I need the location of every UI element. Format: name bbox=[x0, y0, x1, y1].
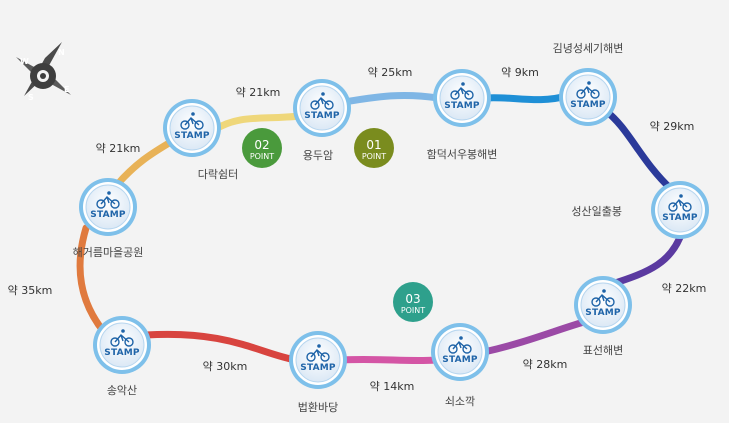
segment-distance-2: 약 22km bbox=[662, 281, 707, 295]
point-word: POINT bbox=[362, 152, 386, 161]
bicycle-icon bbox=[180, 112, 204, 130]
stamp-label: STAMP bbox=[174, 131, 210, 141]
segment-distance-5: 약 30km bbox=[203, 359, 248, 373]
stamp-label: STAMP bbox=[444, 101, 480, 111]
compass-icon: N E S W bbox=[16, 42, 71, 102]
point-word: POINT bbox=[401, 306, 425, 315]
station-name-8: 다락쉼터 bbox=[198, 168, 238, 181]
route-segment-10 bbox=[482, 92, 570, 104]
station-name-3: 표선해변 bbox=[583, 343, 623, 357]
route-segment-3 bbox=[480, 318, 588, 356]
point-bubble bbox=[354, 128, 394, 168]
bicycle-icon bbox=[96, 191, 120, 209]
stamp-face bbox=[295, 337, 341, 383]
stamp-label: STAMP bbox=[662, 213, 698, 223]
point-bubble bbox=[242, 128, 282, 168]
stamp-face bbox=[169, 105, 215, 151]
stamp-label: STAMP bbox=[90, 210, 126, 220]
route-segment-2 bbox=[608, 228, 686, 288]
station-stamp-9[interactable]: STAMP bbox=[293, 79, 351, 137]
bicycle-icon bbox=[310, 92, 334, 110]
bicycle-icon bbox=[306, 344, 330, 362]
segment-distance-10: 약 9km bbox=[501, 65, 539, 79]
compass-south-label: S bbox=[28, 93, 34, 102]
station-stamp-1[interactable]: STAMP bbox=[559, 68, 617, 126]
stamp-label: STAMP bbox=[304, 111, 340, 121]
bicycle-icon bbox=[450, 82, 474, 100]
point-number: 03 bbox=[405, 292, 420, 306]
point-number: 01 bbox=[366, 138, 381, 152]
bicycle-icon bbox=[668, 194, 692, 212]
compass-west-label: W bbox=[20, 57, 29, 66]
stamp-face bbox=[657, 187, 703, 233]
route-segment-5 bbox=[142, 330, 300, 364]
stamp-face bbox=[580, 282, 626, 328]
route-segment-4 bbox=[338, 355, 440, 365]
station-name-2: 성산일출봉 bbox=[571, 204, 622, 218]
route-segment-9 bbox=[340, 91, 442, 106]
stamp-face bbox=[99, 322, 145, 368]
stamp-label: STAMP bbox=[104, 348, 140, 358]
segment-distance-3: 약 28km bbox=[523, 357, 568, 371]
segment-distance-1: 약 29km bbox=[650, 119, 695, 133]
station-name-10: 함덕서우봉해변 bbox=[427, 147, 498, 161]
stamp-face bbox=[437, 329, 483, 375]
bicycle-icon bbox=[110, 329, 134, 347]
segment-distance-4: 약 14km bbox=[370, 379, 415, 393]
stamp-face bbox=[439, 75, 485, 121]
segment-distance-9: 약 25km bbox=[368, 65, 413, 79]
segment-distance-7: 약 21km bbox=[96, 141, 141, 155]
station-name-4: 쇠소깍 bbox=[445, 395, 475, 408]
stamp-label: STAMP bbox=[442, 355, 478, 365]
point-number: 02 bbox=[254, 138, 269, 152]
stamp-face bbox=[565, 74, 611, 120]
route-segment-1 bbox=[602, 107, 676, 194]
station-name-9: 용두암 bbox=[303, 149, 333, 162]
route-segment-6 bbox=[76, 224, 108, 336]
compass-east-label: E bbox=[64, 85, 69, 94]
station-stamp-8[interactable]: STAMP bbox=[163, 99, 221, 157]
stamp-face bbox=[85, 184, 131, 230]
station-stamp-7[interactable]: STAMP bbox=[79, 178, 137, 236]
stamp-label: STAMP bbox=[300, 363, 336, 373]
station-name-6: 송악산 bbox=[107, 384, 137, 397]
station-stamp-6[interactable]: STAMP bbox=[93, 316, 151, 374]
bicycle-icon bbox=[448, 336, 472, 354]
stamp-label: STAMP bbox=[570, 100, 606, 110]
point-word: POINT bbox=[250, 152, 274, 161]
station-stamp-4[interactable]: STAMP bbox=[431, 323, 489, 381]
station-name-5: 법환바당 bbox=[298, 401, 338, 414]
route-segment-8 bbox=[210, 112, 304, 134]
segment-distance-6: 약 35km bbox=[8, 283, 53, 297]
station-stamp-5[interactable]: STAMP bbox=[289, 331, 347, 389]
stamp-label: STAMP bbox=[585, 308, 621, 318]
bicycle-icon bbox=[591, 289, 615, 307]
station-name-7: 해거름마을공원 bbox=[73, 245, 144, 259]
compass-north-label: N bbox=[58, 48, 65, 57]
station-stamp-2[interactable]: STAMP bbox=[651, 181, 709, 239]
stamp-face bbox=[299, 85, 345, 131]
station-stamp-10[interactable]: STAMP bbox=[433, 69, 491, 127]
segment-distance-8: 약 21km bbox=[236, 85, 281, 99]
station-name-1: 김녕성세기해변 bbox=[553, 41, 624, 55]
bicycle-icon bbox=[576, 81, 600, 99]
station-stamp-3[interactable]: STAMP bbox=[574, 276, 632, 334]
point-bubble bbox=[393, 282, 433, 322]
